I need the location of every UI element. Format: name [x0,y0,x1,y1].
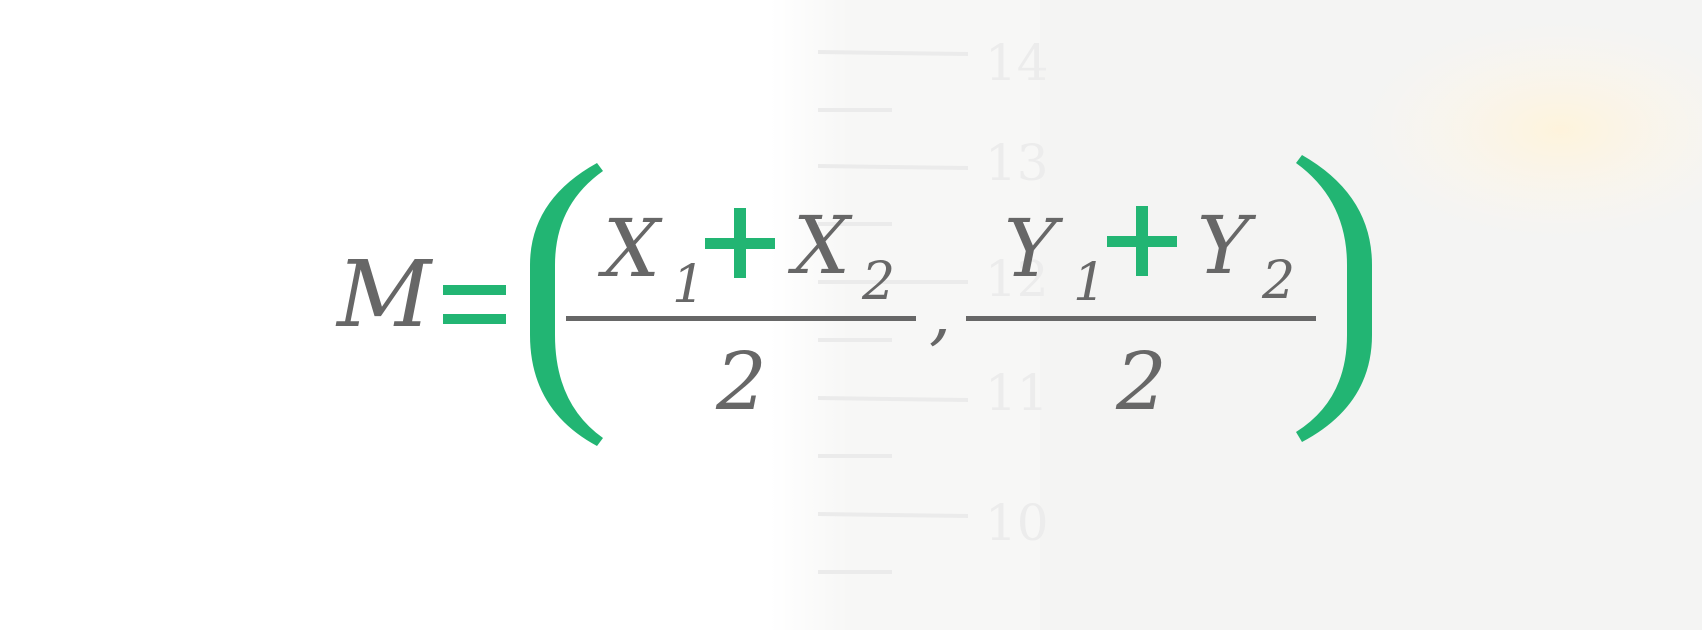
fraction-bar-x [566,316,916,321]
ruler-number: 10 [985,494,1049,552]
x-fraction: X 1 X 2 2 [566,199,916,428]
variable-x2: X [787,199,853,292]
subscript-2: 2 [1261,251,1295,311]
left-parenthesis [530,163,603,446]
plus-sign-y [1107,206,1177,276]
ruler-numbers: 14 13 12 11 10 [985,34,1049,552]
y-numerator: Y 1 Y 2 [1004,199,1295,313]
subscript-2: 2 [861,252,895,312]
subscript-1: 1 [672,255,705,315]
fraction-bar-y [966,316,1316,321]
x-numerator: X 1 X 2 [597,199,895,315]
ruler-number: 12 [985,250,1049,308]
ruler-number: 14 [985,34,1049,92]
ruler-number: 11 [985,364,1049,422]
equals-sign [443,285,506,324]
right-parenthesis [1296,155,1372,442]
light-glow [1360,20,1702,240]
ruler-ticks [817,50,969,574]
ruler-number: 13 [985,134,1049,192]
variable-x1: X [597,202,663,295]
variable-m: M [335,241,434,348]
plus-sign-x [705,208,775,278]
variable-y1: Y [1004,202,1064,295]
y-fraction: Y 1 Y 2 2 [966,199,1316,428]
denominator-y: 2 [1115,335,1167,428]
denominator-x: 2 [715,335,767,428]
variable-y2: Y [1197,199,1257,292]
subscript-1: 1 [1073,253,1106,313]
comma: , [929,272,951,354]
